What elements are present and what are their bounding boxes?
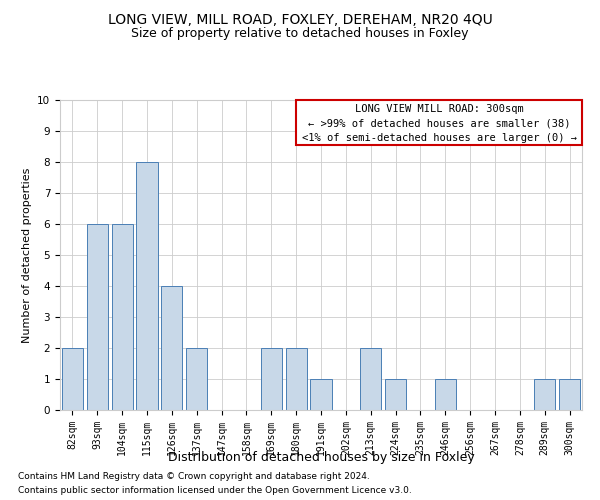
Text: Contains public sector information licensed under the Open Government Licence v3: Contains public sector information licen…	[18, 486, 412, 495]
Text: Contains HM Land Registry data © Crown copyright and database right 2024.: Contains HM Land Registry data © Crown c…	[18, 472, 370, 481]
FancyBboxPatch shape	[296, 100, 582, 145]
Text: Size of property relative to detached houses in Foxley: Size of property relative to detached ho…	[131, 28, 469, 40]
Bar	[435, 379, 456, 410]
Bar	[534, 379, 555, 410]
Bar	[87, 224, 108, 410]
Text: LONG VIEW, MILL ROAD, FOXLEY, DEREHAM, NR20 4QU: LONG VIEW, MILL ROAD, FOXLEY, DEREHAM, N…	[107, 12, 493, 26]
Bar	[559, 379, 580, 410]
Text: <1% of semi-detached houses are larger (0) →: <1% of semi-detached houses are larger (…	[302, 133, 577, 143]
Text: ← >99% of detached houses are smaller (38): ← >99% of detached houses are smaller (3…	[308, 118, 571, 128]
Bar	[310, 379, 332, 410]
Y-axis label: Number of detached properties: Number of detached properties	[22, 168, 32, 342]
Bar	[112, 224, 133, 410]
Bar	[136, 162, 158, 410]
Bar	[186, 348, 207, 410]
Bar	[385, 379, 406, 410]
Text: LONG VIEW MILL ROAD: 300sqm: LONG VIEW MILL ROAD: 300sqm	[355, 104, 523, 115]
Bar	[62, 348, 83, 410]
Bar	[286, 348, 307, 410]
Text: Distribution of detached houses by size in Foxley: Distribution of detached houses by size …	[167, 451, 475, 464]
Bar	[261, 348, 282, 410]
Bar	[360, 348, 381, 410]
Bar	[161, 286, 182, 410]
